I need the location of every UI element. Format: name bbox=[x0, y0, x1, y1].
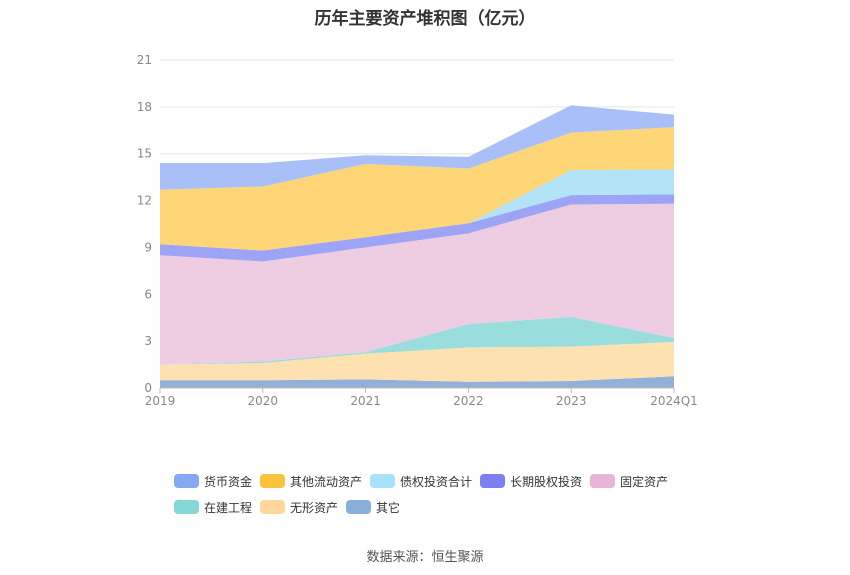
area-7 bbox=[160, 105, 674, 190]
legend: 货币资金 其他流动资产 债权投资合计 长期股权投资 固定资产在建工程 无形资产 其它 bbox=[174, 472, 714, 524]
legend-item[interactable]: 货币资金 bbox=[174, 472, 252, 490]
legend-item[interactable]: 固定资产 bbox=[590, 472, 668, 490]
legend-item[interactable]: 在建工程 bbox=[174, 498, 252, 516]
legend-swatch bbox=[174, 500, 199, 514]
y-tick-label: 15 bbox=[137, 147, 152, 161]
legend-label: 固定资产 bbox=[620, 474, 669, 489]
area-3 bbox=[160, 203, 674, 365]
area-2 bbox=[160, 316, 674, 365]
legend-swatch bbox=[260, 474, 286, 488]
x-tick-label: 2020 bbox=[248, 394, 279, 408]
y-tick-label: 21 bbox=[137, 53, 152, 67]
y-tick-label: 9 bbox=[144, 240, 152, 254]
area-6 bbox=[160, 127, 674, 251]
y-tick-label: 3 bbox=[144, 334, 152, 348]
legend-swatch bbox=[480, 474, 506, 488]
legend-item[interactable]: 其它 bbox=[346, 498, 400, 516]
legend-swatch bbox=[260, 500, 286, 514]
y-tick-label: 18 bbox=[137, 100, 152, 114]
data-source: 数据来源：恒生聚源 bbox=[366, 550, 484, 565]
legend-label: 其它 bbox=[376, 500, 401, 515]
x-tick-label: 2023 bbox=[556, 394, 587, 408]
legend-item[interactable]: 其他流动资产 bbox=[260, 472, 362, 490]
x-tick-label: 2021 bbox=[350, 394, 381, 408]
legend-label: 无形资产 bbox=[290, 500, 339, 515]
y-tick-label: 6 bbox=[144, 287, 152, 301]
legend-swatch bbox=[346, 500, 372, 514]
axes: 0 3 6 9 12 15 18 21 2019 2020 2021 2022 2023 2024Q1 bbox=[137, 53, 698, 408]
legend-label: 其他流动资产 bbox=[290, 474, 363, 489]
legend-swatch bbox=[370, 474, 396, 488]
legend-item[interactable]: 无形资产 bbox=[260, 498, 338, 516]
legend-label: 在建工程 bbox=[204, 500, 253, 515]
area-5 bbox=[160, 169, 674, 251]
legend-item[interactable]: 长期股权投资 bbox=[480, 472, 582, 490]
legend-label: 货币资金 bbox=[204, 474, 253, 489]
x-tick-label: 2024Q1 bbox=[650, 394, 698, 408]
legend-swatch bbox=[174, 474, 199, 488]
area-4 bbox=[160, 194, 674, 262]
area-0 bbox=[160, 376, 674, 388]
legend-item[interactable]: 债权投资合计 bbox=[370, 472, 472, 490]
chart-title: 历年主要资产堆积图（亿元） bbox=[314, 9, 536, 29]
area-1 bbox=[160, 341, 674, 382]
y-tick-label: 0 bbox=[144, 381, 152, 395]
area-series bbox=[160, 105, 674, 388]
y-tick-label: 12 bbox=[137, 194, 152, 208]
legend-swatch bbox=[590, 474, 616, 488]
x-tick-label: 2022 bbox=[453, 394, 484, 408]
x-tick-label: 2019 bbox=[145, 394, 176, 408]
legend-label: 债权投资合计 bbox=[400, 474, 473, 489]
legend-label: 长期股权投资 bbox=[510, 474, 583, 489]
